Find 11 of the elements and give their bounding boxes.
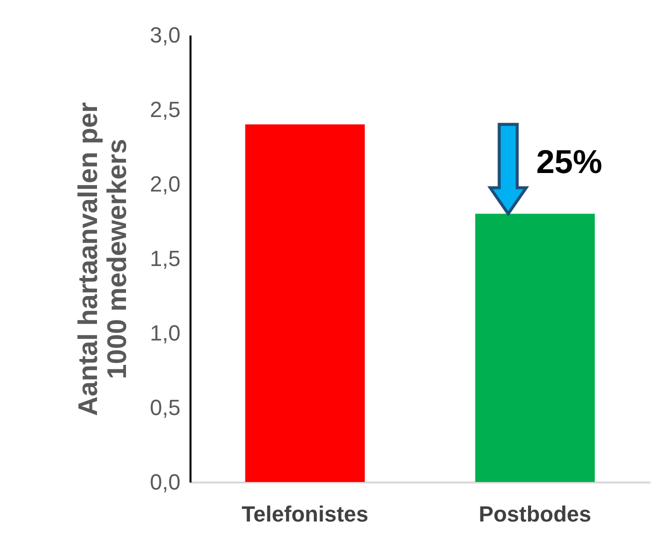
- y-tick-label: 2,0: [150, 172, 180, 196]
- y-tick-label: 3,0: [150, 22, 180, 48]
- x-tick-label: Telefonistes: [242, 502, 368, 526]
- x-tick-label: Postbodes: [478, 502, 592, 526]
- y-tick-label: 0,0: [150, 470, 180, 494]
- annotation: 25%: [536, 143, 602, 180]
- y-tick-label: 2,5: [150, 97, 180, 122]
- y-axis-title: Aantal hartaanvallen per 1000 medewerkers: [72, 102, 132, 416]
- y-tick-label: 1,5: [150, 246, 180, 271]
- y-tick-label: 0,5: [150, 395, 180, 420]
- y-tick-label: 1,0: [150, 320, 180, 346]
